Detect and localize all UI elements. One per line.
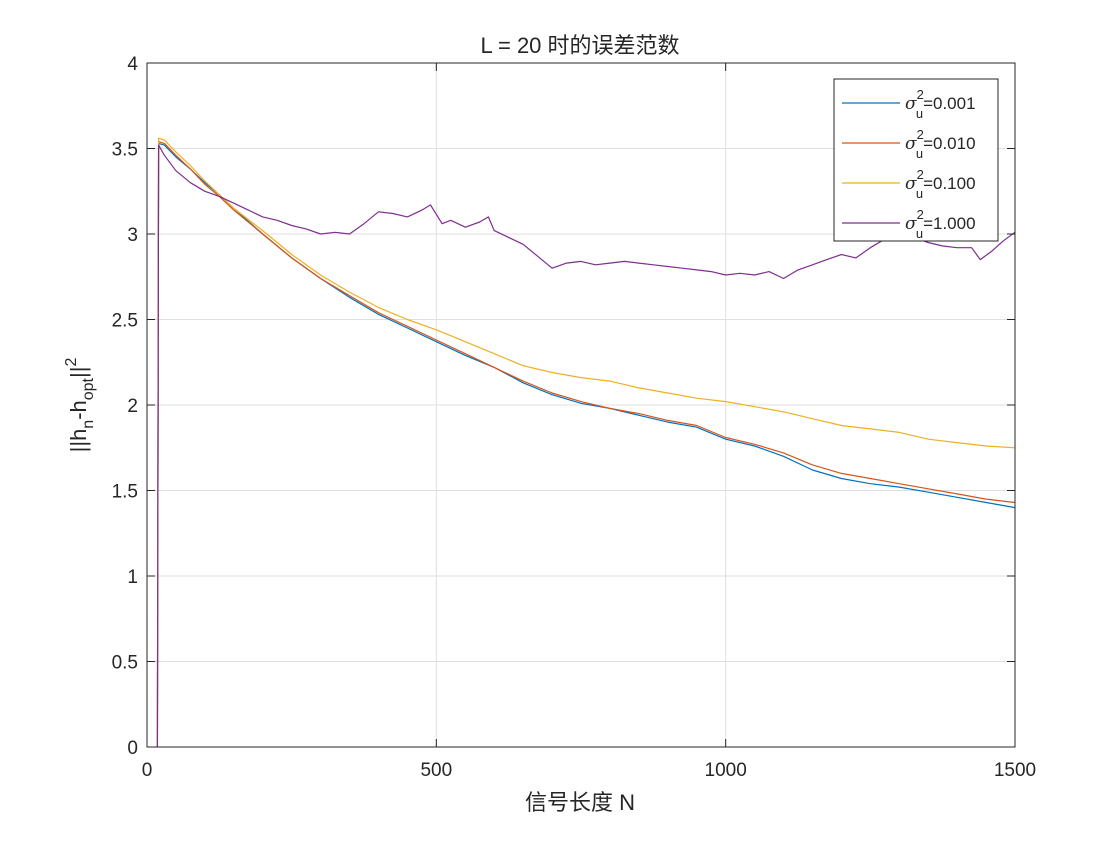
legend-value: =1.000 [923,214,975,233]
y-tick-label: 2.5 [112,311,138,332]
x-tick-labels: 0 500 1000 1500 [142,760,1036,781]
y-tick-label: 3 [127,225,138,246]
series-line-4 [156,144,1016,748]
y-tick-label: 3.5 [112,140,138,161]
y-label-sub-n: n [80,420,97,429]
y-tick-label: 0 [127,738,138,759]
y-tick-label: 0.5 [112,653,138,674]
y-axis-label: ||hn-hopt||2 [63,358,97,453]
legend-sup: 2 [917,167,924,182]
legend-entry: σ2 u=0.010 [905,127,976,161]
x-tick-label: 1500 [994,760,1036,781]
legend-sigma: σ [905,174,917,194]
legend-sigma: σ [905,94,917,114]
legend-value: =0.001 [923,94,975,113]
y-label-sub-opt: opt [80,377,97,400]
series-line-3 [156,137,1016,748]
legend-sup: 2 [917,127,924,142]
ticks [146,62,1016,748]
y-tick-labels: 0 0.5 1 1.5 2 2.5 3 3.5 4 [112,54,139,759]
series-line-2 [156,141,1016,748]
legend-sigma: σ [905,214,917,234]
legend-value: =0.100 [923,174,975,193]
y-tick-label: 4 [127,54,138,75]
legend-box [833,78,999,242]
y-label-mid: -h [66,400,91,420]
y-label-sup: 2 [63,358,80,367]
y-tick-label: 1.5 [112,482,138,503]
legend-sub: u [916,186,923,201]
chart-title: L = 20 时的误差范数 [480,33,679,58]
legend-entry: σ2 u=0.100 [905,167,976,201]
x-tick-label: 1000 [705,760,747,781]
legend-entry: σ2 u=1.000 [905,207,976,241]
legend-sub: u [916,226,923,241]
y-tick-label: 2 [127,396,138,417]
legend-sub: u [916,106,923,121]
y-label-main: ||h [66,429,91,453]
x-axis-label: 信号长度 N [525,790,635,815]
series-lines [156,137,1016,748]
y-tick-label: 1 [127,567,138,588]
legend-sub: u [916,146,923,161]
legend-sup: 2 [917,207,924,222]
y-label-end: || [66,367,91,378]
x-tick-label: 0 [142,760,153,781]
legend-value: =0.010 [923,134,975,153]
x-tick-label: 500 [420,760,452,781]
legend-entry: σ2 u=0.001 [905,87,976,121]
legend-sigma: σ [905,134,917,154]
legend-sup: 2 [917,87,924,102]
